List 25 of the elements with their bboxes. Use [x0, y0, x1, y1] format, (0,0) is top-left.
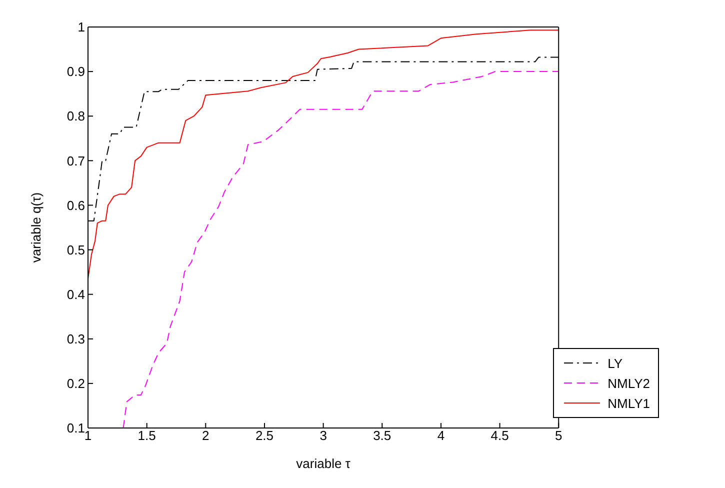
y-tick-label: 0.6: [66, 198, 85, 213]
x-tick-label: 1.5: [138, 428, 156, 444]
legend-label: NMLY2: [608, 376, 650, 390]
y-tick-label: 0.1: [66, 420, 85, 436]
y-tick-label: 1: [78, 20, 85, 35]
x-tick-label: 3: [320, 428, 327, 444]
line-series: [122, 71, 559, 428]
y-tick-label: 0.4: [66, 286, 85, 302]
y-tick-label: 0.8: [66, 108, 85, 124]
x-axis-title: variable τ: [296, 456, 352, 471]
legend-label: LY: [608, 356, 623, 370]
y-tick-label: 0.7: [66, 153, 85, 168]
x-tick-label: 4.5: [490, 428, 509, 444]
y-tick-label: 0.5: [66, 242, 85, 258]
legend-label: NMLY1: [608, 396, 650, 410]
y-axis-title: variable q(τ): [28, 192, 44, 263]
y-tick-label: 0.2: [66, 376, 85, 392]
x-tick-label: 5: [554, 428, 562, 444]
y-tick-label: 0.9: [66, 64, 85, 80]
x-tick-label: 2: [202, 428, 210, 444]
y-tick-label: 0.3: [66, 332, 85, 347]
x-tick-label: 4: [437, 428, 445, 444]
x-tick-label: 2.5: [255, 428, 274, 444]
x-tick-label: 3.5: [373, 428, 392, 444]
line-series: [88, 30, 559, 280]
